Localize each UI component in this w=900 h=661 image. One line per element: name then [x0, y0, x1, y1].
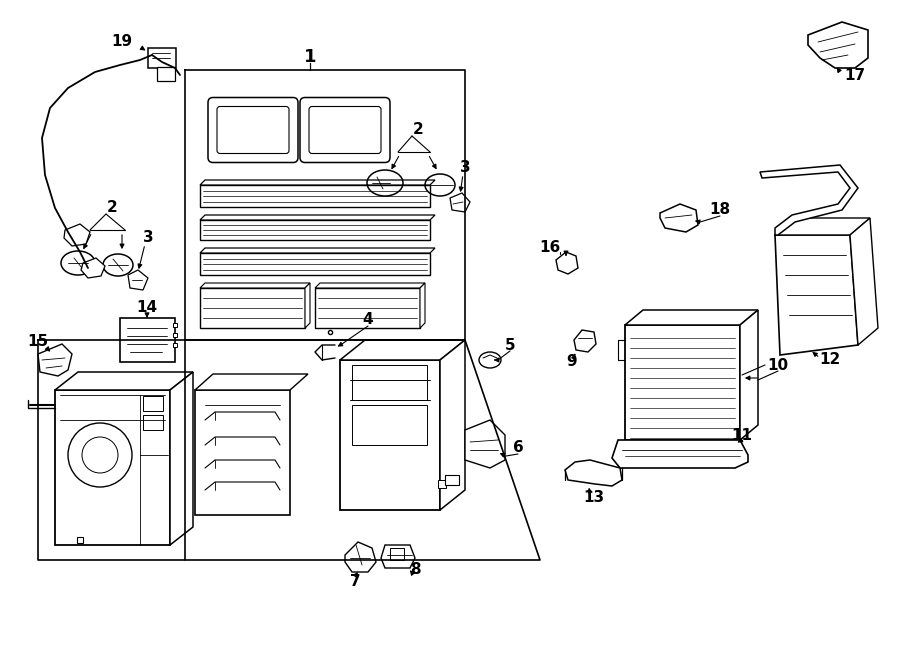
Polygon shape — [195, 374, 308, 390]
Text: 2: 2 — [412, 122, 423, 137]
Bar — [390, 548, 404, 560]
Polygon shape — [740, 310, 758, 440]
Polygon shape — [450, 193, 470, 212]
Text: 8: 8 — [410, 563, 420, 578]
Polygon shape — [200, 220, 430, 240]
Polygon shape — [340, 360, 440, 510]
Bar — [120, 318, 175, 362]
Polygon shape — [315, 288, 420, 328]
Text: 9: 9 — [567, 354, 577, 369]
Polygon shape — [760, 165, 858, 235]
Polygon shape — [574, 330, 596, 352]
Polygon shape — [200, 288, 305, 328]
Text: 16: 16 — [539, 241, 561, 256]
Polygon shape — [565, 460, 622, 486]
Polygon shape — [440, 340, 465, 510]
Bar — [352, 405, 427, 445]
Bar — [143, 396, 163, 411]
FancyBboxPatch shape — [208, 98, 298, 163]
Text: 4: 4 — [363, 313, 374, 327]
Text: 2: 2 — [106, 200, 117, 215]
Polygon shape — [128, 270, 148, 290]
Polygon shape — [808, 22, 868, 68]
Polygon shape — [556, 252, 578, 274]
Polygon shape — [315, 283, 425, 288]
Polygon shape — [420, 283, 425, 328]
Text: 6: 6 — [513, 440, 524, 455]
Text: 15: 15 — [27, 334, 49, 350]
Polygon shape — [195, 390, 290, 515]
Text: 3: 3 — [143, 231, 153, 245]
Text: 13: 13 — [583, 490, 605, 504]
Text: 7: 7 — [350, 574, 360, 590]
Polygon shape — [775, 218, 870, 235]
Polygon shape — [340, 340, 465, 360]
Polygon shape — [200, 180, 435, 185]
Text: 11: 11 — [732, 428, 752, 442]
Polygon shape — [200, 248, 435, 253]
Bar — [352, 365, 427, 400]
Polygon shape — [850, 218, 878, 345]
Polygon shape — [200, 215, 435, 220]
Polygon shape — [81, 258, 105, 278]
Text: 18: 18 — [709, 202, 731, 217]
Polygon shape — [200, 253, 430, 275]
Polygon shape — [38, 344, 72, 376]
Polygon shape — [612, 440, 748, 468]
Polygon shape — [381, 545, 415, 568]
Bar — [625, 325, 740, 440]
Polygon shape — [345, 542, 376, 572]
Text: 19: 19 — [112, 34, 132, 50]
Text: 1: 1 — [304, 48, 316, 66]
Polygon shape — [305, 283, 310, 328]
Bar — [143, 415, 163, 430]
FancyBboxPatch shape — [309, 106, 381, 153]
Bar — [445, 475, 459, 485]
Polygon shape — [775, 235, 858, 355]
Polygon shape — [465, 420, 505, 468]
Text: 10: 10 — [768, 358, 788, 373]
Bar — [148, 48, 176, 68]
Polygon shape — [625, 310, 758, 325]
Polygon shape — [55, 372, 193, 390]
Text: 14: 14 — [137, 301, 157, 315]
FancyBboxPatch shape — [300, 98, 390, 163]
Text: 3: 3 — [460, 161, 471, 176]
Text: 17: 17 — [844, 67, 866, 83]
Polygon shape — [170, 372, 193, 545]
Text: 5: 5 — [505, 338, 516, 352]
FancyBboxPatch shape — [217, 106, 289, 153]
Text: 12: 12 — [819, 352, 841, 368]
Bar — [157, 67, 175, 81]
Polygon shape — [660, 204, 698, 232]
Polygon shape — [200, 185, 430, 207]
Polygon shape — [200, 283, 310, 288]
Polygon shape — [55, 390, 170, 545]
Bar — [438, 480, 446, 488]
Polygon shape — [64, 224, 90, 246]
